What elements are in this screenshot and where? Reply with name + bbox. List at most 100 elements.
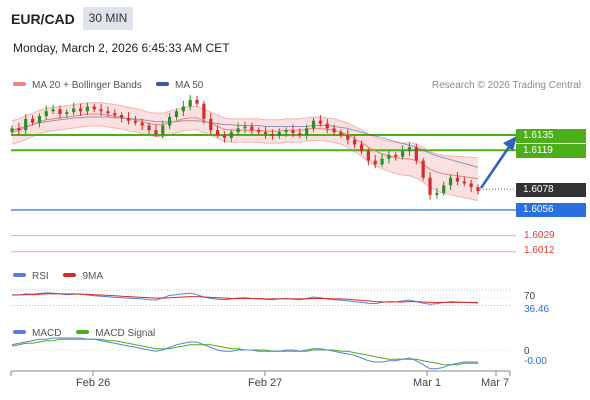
x-tick-label: Mar 1 <box>413 377 442 389</box>
candle-body <box>311 120 316 129</box>
candle-body <box>195 99 199 104</box>
candle-body <box>435 192 439 195</box>
instrument-title: EUR/CAD <box>11 11 75 27</box>
candle-body <box>222 135 227 138</box>
rsi-level-70: 70 <box>524 291 536 302</box>
candle-body <box>366 151 370 161</box>
rsi-legend: RSI 9MA <box>13 271 103 282</box>
rsi-ma-swatch <box>63 273 77 278</box>
macd-zero-label: 0 <box>524 346 530 357</box>
candle-body <box>78 108 83 112</box>
legend-ma20: MA 20 + Bollinger Bands <box>13 80 142 91</box>
macd-line <box>11 337 478 370</box>
candle-body <box>346 135 350 140</box>
macd-legend: MACD MACD Signal <box>13 328 155 339</box>
candle-body <box>147 125 151 131</box>
candle-body <box>277 132 281 136</box>
ma50-swatch <box>156 82 169 87</box>
candle-body <box>120 115 124 118</box>
candle-body <box>202 103 206 119</box>
level-tag-1-6119: 1.6119 <box>516 144 586 158</box>
candle-body <box>58 109 62 115</box>
candle-body <box>133 120 137 123</box>
candle-body <box>161 125 165 135</box>
candle-body <box>85 106 89 112</box>
candle-body <box>332 128 336 133</box>
candle-body <box>17 128 21 131</box>
macd-value: -0.00 <box>524 356 547 367</box>
macd-swatch <box>13 330 26 335</box>
candle-body <box>270 134 275 136</box>
candle-body <box>387 154 391 159</box>
level-label-1-6012: 1.6012 <box>524 245 555 256</box>
candle-body <box>414 147 418 161</box>
candle-body <box>24 118 28 131</box>
candle-body <box>462 181 466 184</box>
candle-body <box>325 123 329 129</box>
candle-body <box>455 177 460 182</box>
candle-body <box>106 111 110 114</box>
candle-body <box>394 154 398 157</box>
legend-ma20-label: MA 20 + Bollinger Bands <box>32 80 142 91</box>
macd-signal-swatch <box>76 330 90 335</box>
candle-body <box>188 99 192 107</box>
forecast-arrow-shaft <box>479 146 511 189</box>
rsi-ma-legend-label: 9MA <box>82 271 104 282</box>
candle-body <box>51 109 55 112</box>
level-tag-1-6056: 1.6056 <box>516 203 586 217</box>
candle-body <box>339 132 343 135</box>
bollinger-band <box>12 102 478 201</box>
legend-ma50: MA 50 <box>156 80 203 91</box>
candle-body <box>373 160 377 165</box>
candle-body <box>37 116 42 123</box>
candle-body <box>174 111 179 117</box>
candle-body <box>113 113 117 116</box>
rsi-swatch <box>13 273 26 278</box>
candle-body <box>284 130 288 133</box>
candle-body <box>476 187 480 192</box>
x-tick-label: Feb 26 <box>76 377 111 389</box>
macd-signal-legend-label: MACD Signal <box>95 328 156 339</box>
rsi-ma-line <box>12 293 478 303</box>
bollinger-lower <box>11 125 479 202</box>
candle-body <box>243 126 247 129</box>
candle-body <box>263 132 268 135</box>
candle-body <box>421 160 425 178</box>
rsi-value: 36.46 <box>524 304 550 315</box>
candle-body <box>236 128 240 133</box>
candle-body <box>448 177 453 186</box>
candle-body <box>428 177 432 195</box>
candle-body <box>209 118 213 131</box>
candle-body <box>257 130 261 133</box>
candle-body <box>291 130 295 134</box>
candle-body <box>168 116 172 126</box>
candle-body <box>44 111 48 117</box>
candle-body <box>250 126 254 131</box>
x-tick-label: Feb 27 <box>248 377 283 389</box>
research-credit: Research © 2026 Trading Central <box>431 80 581 91</box>
rsi-legend-label: RSI <box>32 271 49 282</box>
macd-signal-line <box>11 338 478 366</box>
candle-body <box>154 130 158 135</box>
ma20-swatch <box>13 82 26 87</box>
macd-legend-label: MACD <box>32 328 62 339</box>
candle-body <box>298 133 302 135</box>
level-label-1-6029: 1.6029 <box>524 230 555 241</box>
candle-body <box>140 122 144 126</box>
level-tag-1-6135: 1.6135 <box>516 129 586 143</box>
timestamp: Monday, March 2, 2026 6:45:33 AM CET <box>13 41 230 55</box>
candle-body <box>469 183 473 188</box>
candle-body <box>229 132 233 138</box>
forecast-arrow-head <box>503 136 517 151</box>
candle-body <box>126 117 131 121</box>
candle-body <box>92 106 96 110</box>
rsi-line <box>11 292 479 305</box>
candle-body <box>72 108 76 113</box>
candle-body <box>407 147 412 152</box>
legend-ma50-label: MA 50 <box>175 80 204 91</box>
candle-body <box>380 158 384 165</box>
candle-body <box>99 109 103 112</box>
timeframe-button[interactable]: 30 MIN <box>83 7 133 30</box>
candle-body <box>318 120 322 124</box>
candle-body <box>215 130 220 135</box>
